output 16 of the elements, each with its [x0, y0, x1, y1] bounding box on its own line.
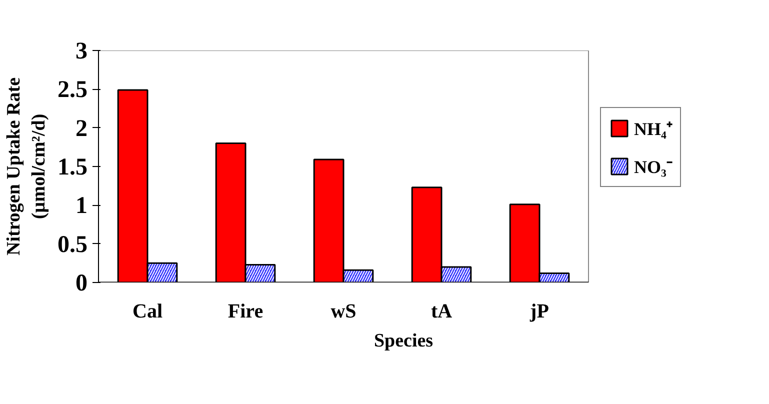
- y-tick-label: 1: [76, 193, 88, 220]
- x-tick-label: jP: [529, 300, 549, 322]
- y-tick-label: 3: [76, 38, 88, 64]
- legend-label: NO₃⁻: [634, 156, 672, 178]
- y-axis-title: Nitrogen Uptake Rate (µmol/cm²/d): [3, 77, 50, 256]
- y-tick-label: 0.5: [58, 232, 88, 258]
- y-tick-label: 0: [76, 270, 88, 296]
- y-tick-label: 1.5: [58, 154, 88, 180]
- legend-label: NH₄⁺: [634, 118, 672, 140]
- y-tick-label: 2: [76, 116, 88, 142]
- y-tick-label: 2.5: [58, 77, 88, 104]
- x-tick-label: tA: [430, 300, 453, 322]
- x-tick-label: Cal: [132, 300, 163, 322]
- x-tick-label: wS: [330, 300, 356, 322]
- x-axis-title: Species: [374, 330, 434, 352]
- x-tick-label: Fire: [228, 300, 264, 322]
